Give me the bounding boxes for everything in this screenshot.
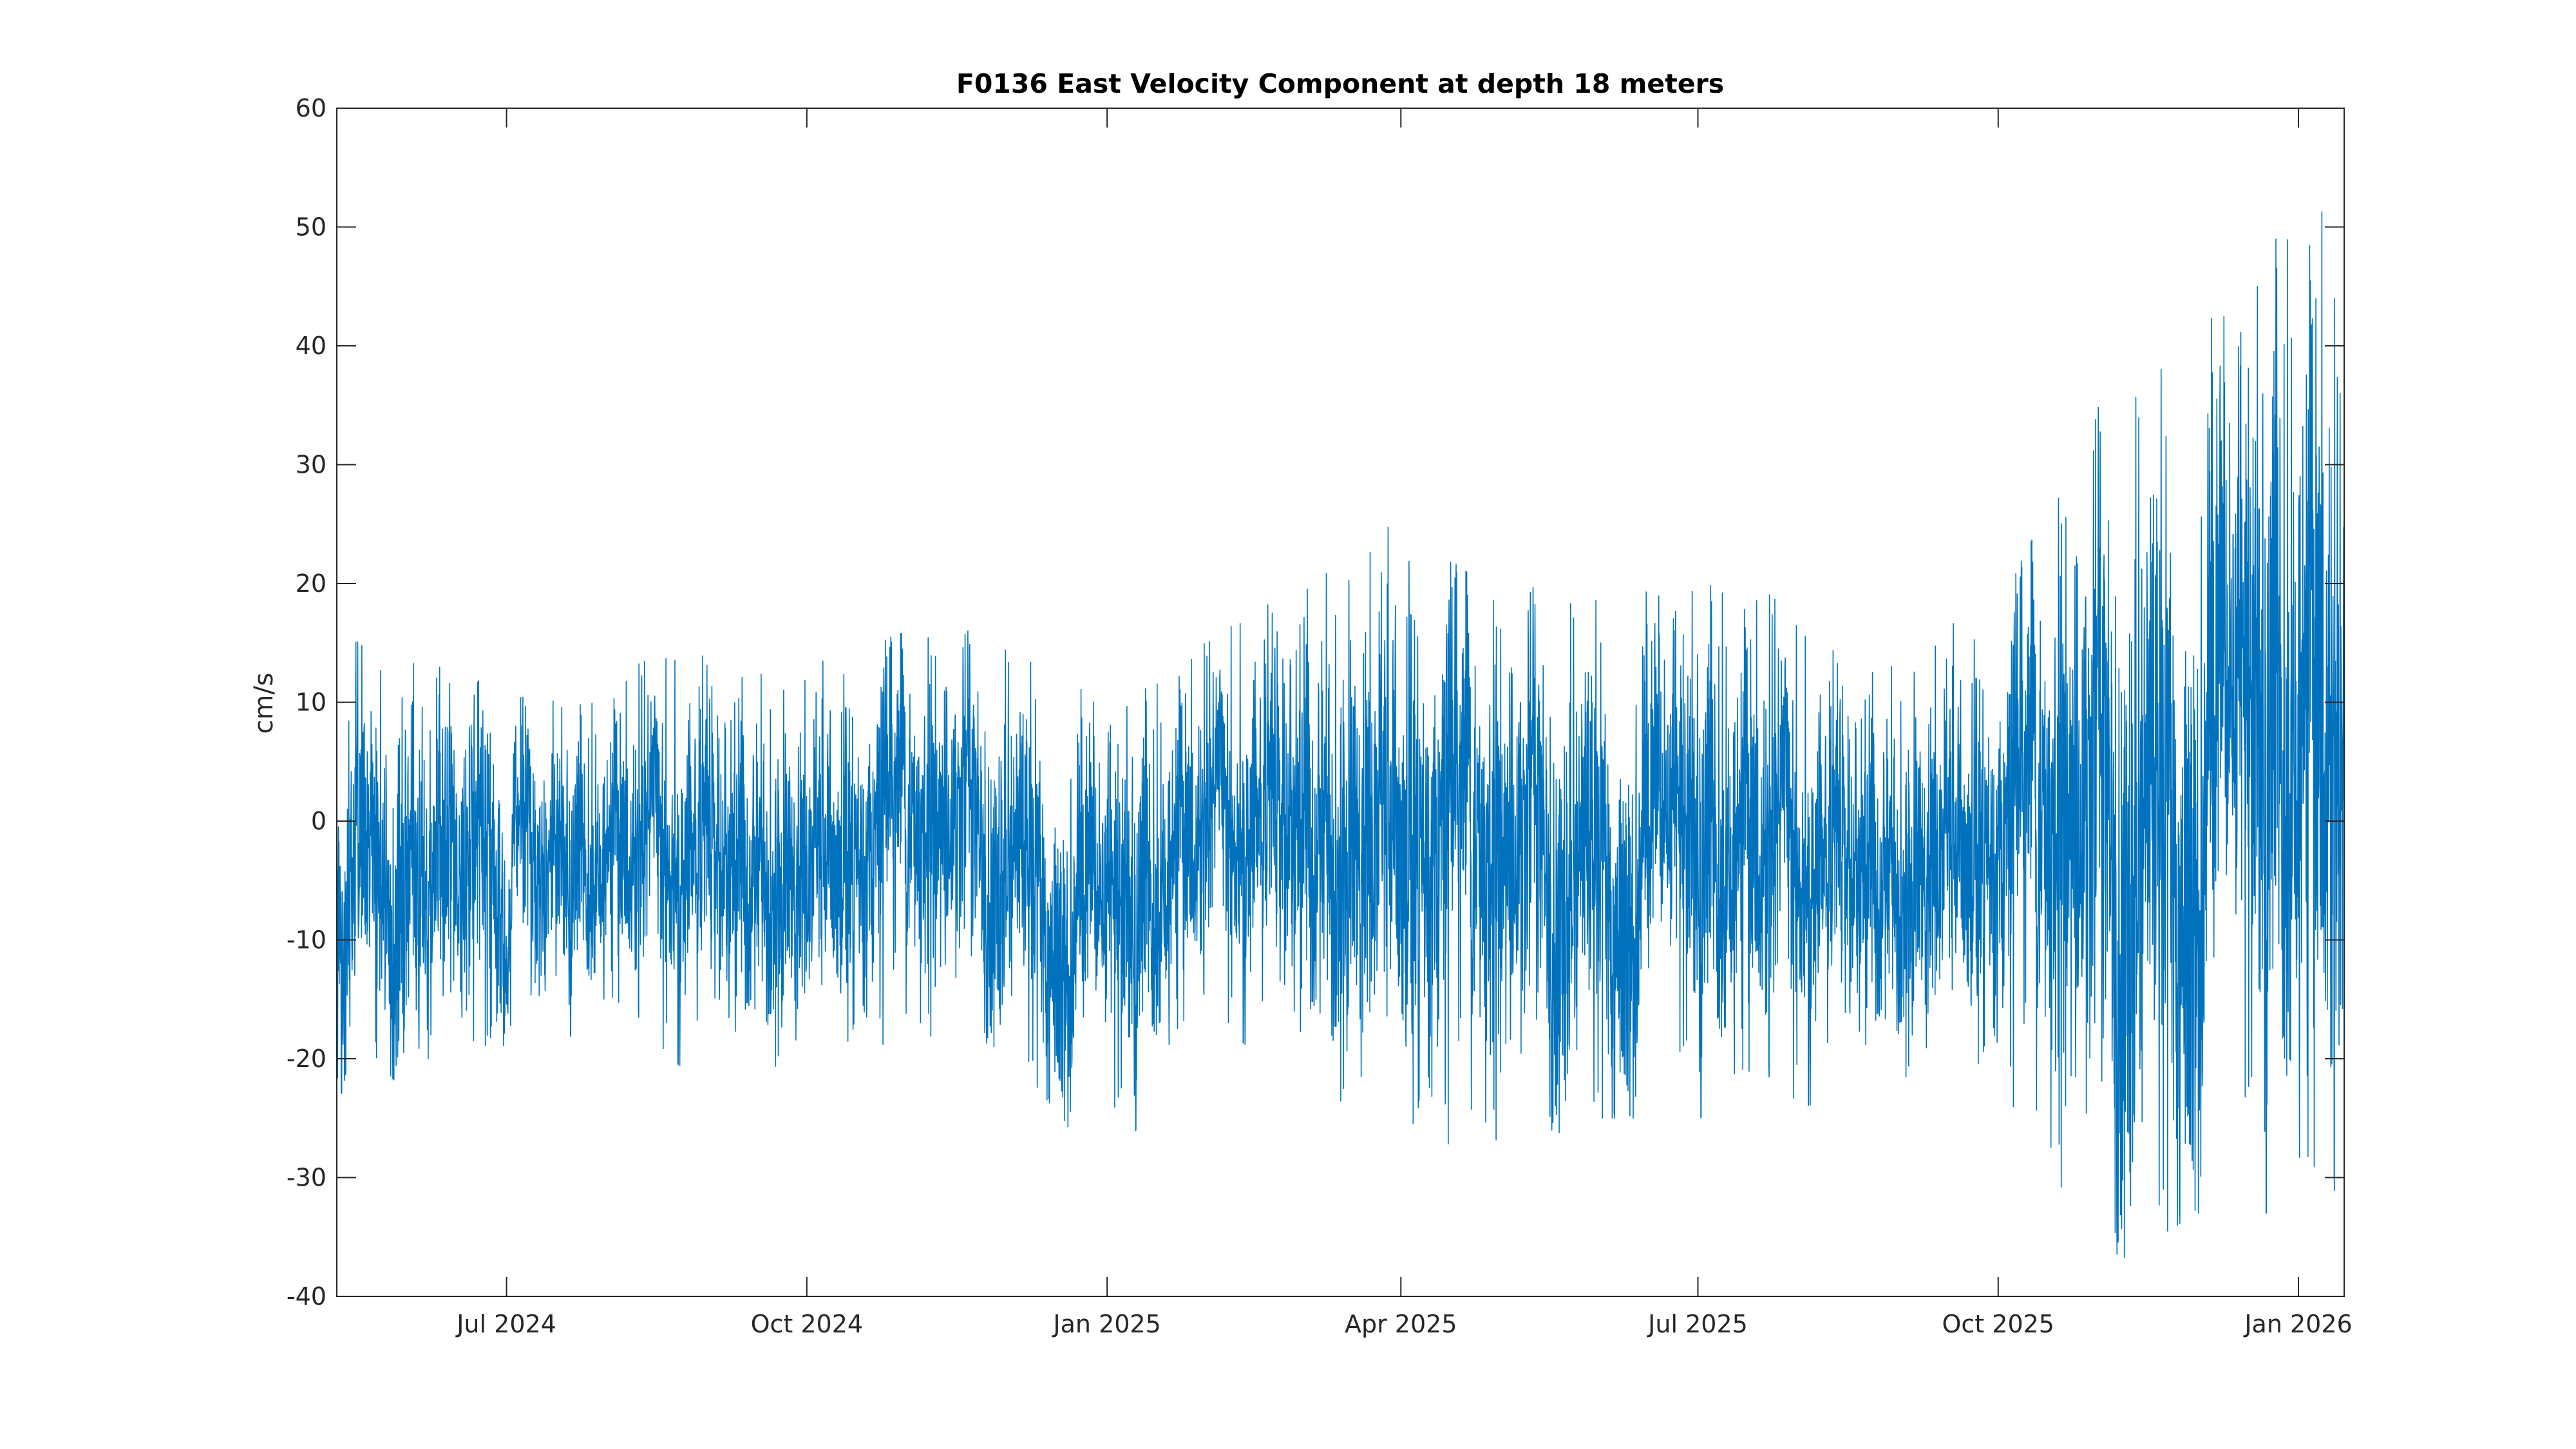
x-tick-label: Jul 2025 [1647, 1310, 1748, 1338]
y-tick-label: -10 [287, 926, 327, 954]
x-axis: Jul 2024 Oct 2024 Jan 2025 Apr 2025 Jul 2025… [455, 108, 2353, 1338]
x-tick-label: Jan 2025 [1052, 1310, 1160, 1338]
x-tick-label: Oct 2025 [1942, 1310, 2055, 1338]
series-line [336, 211, 2345, 1258]
plot-area [337, 108, 2344, 1296]
y-tick-label: 60 [296, 94, 327, 122]
x-tick-label: Jul 2024 [455, 1310, 556, 1338]
y-axis-title: cm/s [249, 672, 279, 734]
x-tick-label: Apr 2025 [1345, 1310, 1457, 1338]
y-tick-label: 20 [296, 569, 327, 598]
y-axis: 60 50 40 30 20 10 0 -10 -20 -30 -40 [287, 94, 2344, 1311]
chart-title: F0136 East Velocity Component at depth 1… [956, 68, 1724, 99]
y-tick-label: 50 [296, 213, 327, 242]
y-tick-label: 30 [296, 451, 327, 479]
series-layer [336, 211, 2345, 1258]
y-tick-label: 40 [296, 332, 327, 360]
y-tick-label: -20 [287, 1045, 327, 1073]
y-tick-label: 0 [311, 807, 327, 835]
y-tick-label: 10 [296, 688, 327, 717]
y-tick-label: -30 [287, 1164, 327, 1192]
x-tick-label: Oct 2024 [751, 1310, 864, 1338]
y-tick-label: -40 [287, 1282, 327, 1311]
x-tick-label: Jan 2026 [2243, 1310, 2352, 1338]
